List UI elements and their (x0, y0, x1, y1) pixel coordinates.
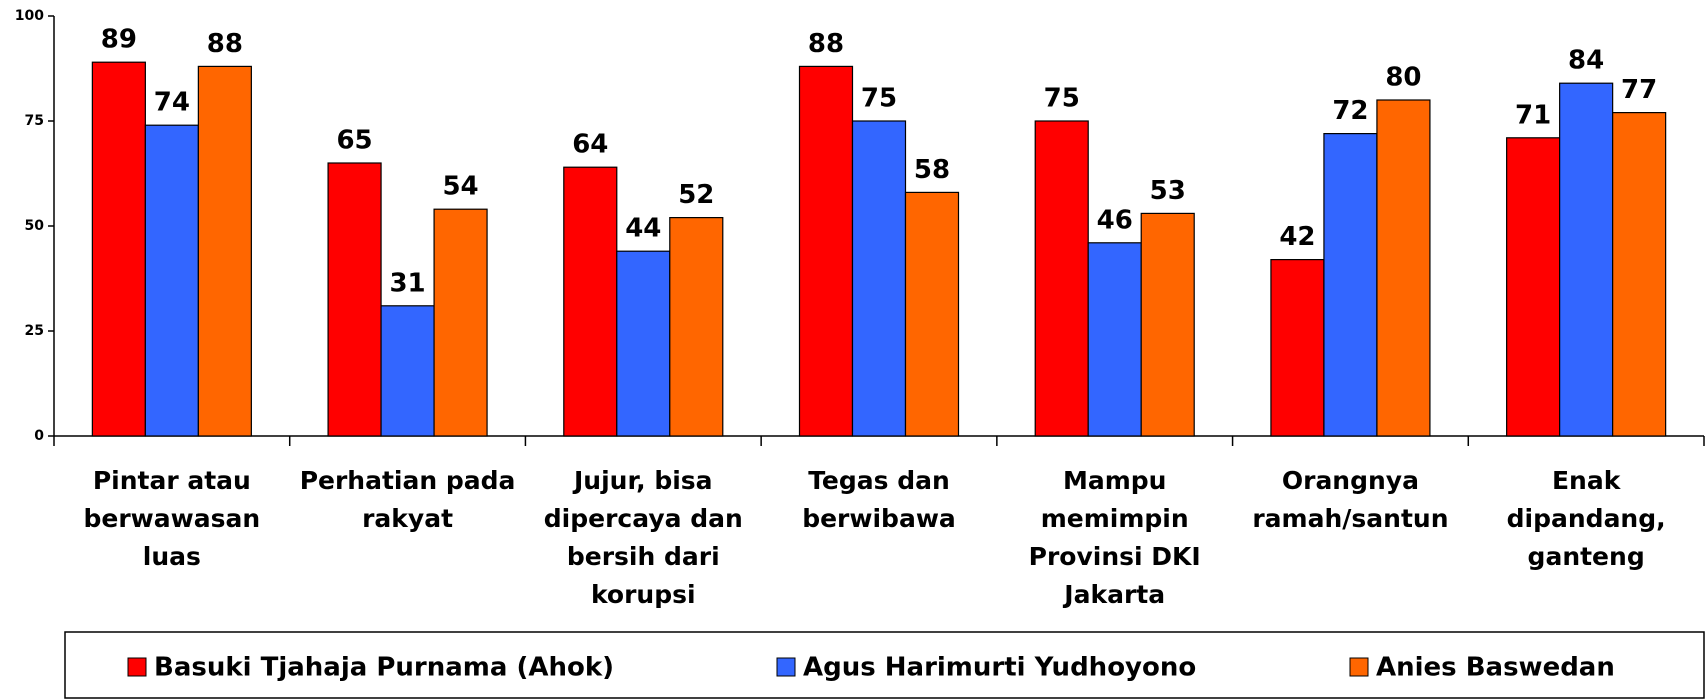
legend-label: Basuki Tjahaja Purnama (Ahok) (154, 653, 614, 683)
legend-label: Agus Harimurti Yudhoyono (803, 653, 1196, 683)
value-label: 72 (1332, 96, 1368, 126)
x-tick-label: Tegas dan berwibawa (802, 466, 956, 533)
value-label: 46 (1097, 205, 1133, 235)
value-label: 80 (1385, 63, 1421, 93)
value-label: 42 (1279, 222, 1315, 252)
bar (1506, 137, 1561, 437)
legend-swatch (127, 657, 147, 677)
value-label: 84 (1568, 46, 1604, 76)
bar (433, 208, 488, 437)
y-tick-label: 0 (34, 428, 44, 444)
value-label: 88 (207, 29, 243, 59)
x-tick-label: Jujur, bisa dipercaya dan bersih dari ko… (543, 466, 743, 609)
value-label: 88 (808, 29, 844, 59)
x-tick-label: Pintar atau berwawasan luas (83, 466, 261, 571)
y-tick-label: 100 (15, 8, 44, 24)
y-tick-label: 25 (25, 323, 44, 339)
bar (1559, 82, 1614, 437)
bar (1087, 242, 1142, 437)
bar (91, 61, 146, 437)
bar (1376, 99, 1431, 437)
legend-swatch (776, 657, 796, 677)
value-label: 58 (914, 155, 950, 185)
x-tick-label: Enak dipandang, ganteng (1506, 466, 1666, 571)
bar (144, 124, 199, 437)
x-tick-label: Mampu memimpin Provinsi DKI Jakarta (1028, 466, 1201, 609)
y-tick-label: 75 (25, 113, 44, 129)
value-label: 65 (336, 126, 372, 156)
bar (1140, 212, 1195, 437)
bar (1034, 120, 1089, 437)
bar (851, 120, 907, 437)
value-label: 64 (572, 130, 608, 160)
value-label: 75 (861, 84, 897, 114)
value-label: 54 (442, 172, 478, 202)
legend-swatch (1349, 657, 1369, 677)
bar (798, 65, 854, 437)
bar (1323, 133, 1378, 437)
y-tick-label: 50 (25, 218, 45, 234)
value-label: 44 (625, 214, 661, 244)
value-label: 31 (389, 268, 425, 298)
value-label: 89 (101, 25, 137, 55)
value-label: 53 (1150, 176, 1186, 206)
bar (669, 217, 724, 437)
bar (327, 162, 382, 437)
bar (904, 191, 960, 437)
legend-box (64, 631, 1705, 699)
bar (380, 305, 435, 437)
bar (1612, 111, 1667, 437)
x-tick-label: Perhatian pada rakyat (299, 466, 516, 533)
x-tick-label: Orangnya ramah/santun (1252, 466, 1449, 533)
legend-label: Anies Baswedan (1376, 653, 1615, 683)
value-label: 75 (1044, 84, 1080, 114)
bar (563, 166, 618, 437)
value-label: 77 (1621, 75, 1657, 105)
bar (197, 65, 252, 437)
bar (1270, 259, 1325, 437)
value-label: 74 (154, 88, 190, 118)
value-label: 52 (678, 180, 714, 210)
bar (616, 250, 671, 437)
value-label: 71 (1515, 100, 1551, 130)
